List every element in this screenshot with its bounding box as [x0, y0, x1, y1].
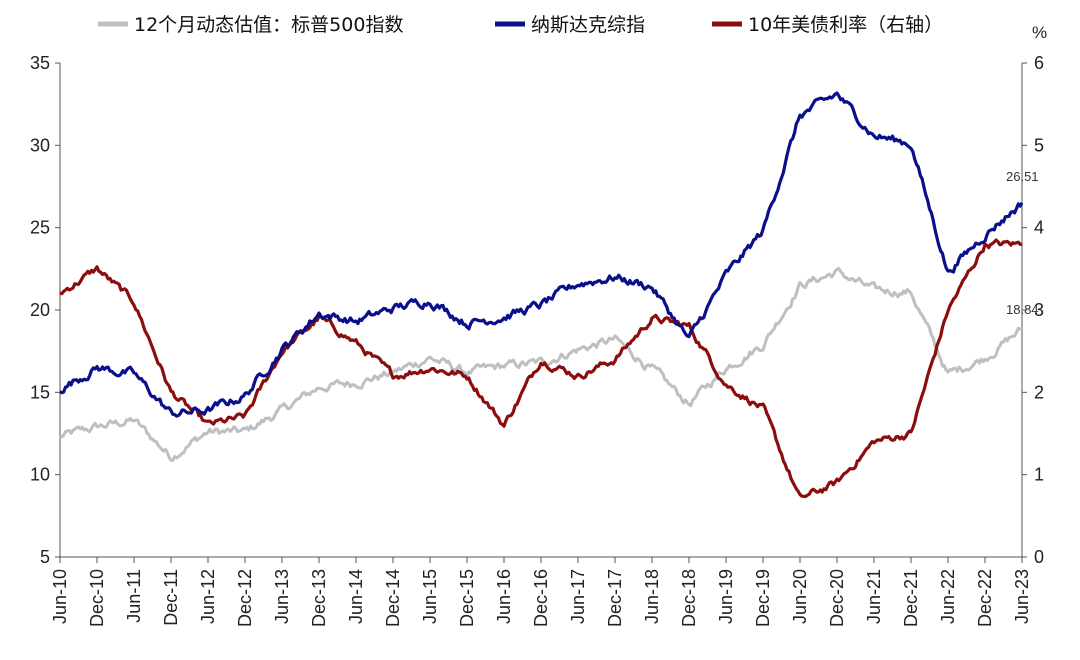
nasdaq-line: [59, 91, 1024, 418]
x-tick-label: Jun-14: [346, 569, 366, 624]
right-tick-label: 1: [1034, 465, 1044, 485]
left-tick-label: 5: [40, 547, 50, 567]
legend-item-treasury-yield-label: 10年美债利率（右轴）: [748, 14, 943, 36]
x-tick-label: Jun-21: [864, 569, 884, 624]
legend-item-sp500-pe-label: 12个月动态估值：标普500指数: [134, 14, 403, 36]
x-tick-label: Jun-20: [790, 569, 810, 624]
x-tick-label: Jun-15: [420, 569, 440, 624]
x-tick-label: Dec-12: [235, 569, 255, 627]
right-tick-label: 6: [1034, 53, 1044, 73]
x-tick-label: Dec-20: [827, 569, 847, 627]
x-tick-label: Jun-12: [198, 569, 218, 624]
sp500-pe-line: [59, 267, 1023, 462]
x-tick-label: Jun-13: [272, 569, 292, 624]
x-tick-label: Jun-18: [642, 569, 662, 624]
x-tick-label: Dec-21: [901, 569, 921, 627]
right-axis-unit: %: [1032, 23, 1047, 42]
x-tick-label: Jun-22: [938, 569, 958, 624]
left-tick-label: 25: [30, 218, 50, 238]
x-tick-label: Dec-18: [679, 569, 699, 627]
right-tick-label: 0: [1034, 547, 1044, 567]
x-tick-label: Dec-16: [531, 569, 551, 627]
right-tick-label: 2: [1034, 382, 1044, 402]
x-tick-label: Dec-13: [309, 569, 329, 627]
x-axis: Jun-10 Dec-10 Jun-11 Dec-11 Jun-12 Dec-12 Jun-…: [50, 556, 1032, 627]
x-tick-label: Dec-14: [383, 569, 403, 627]
right-tick-label: 5: [1034, 135, 1044, 155]
left-tick-label: 35: [30, 53, 50, 73]
right-y-axis: 0 1 2 3 4 5 6%: [1021, 23, 1047, 567]
right-tick-label: 4: [1034, 218, 1044, 238]
x-tick-label: Dec-17: [605, 569, 625, 627]
x-tick-label: Jun-17: [568, 569, 588, 624]
x-tick-label: Jun-11: [124, 569, 144, 623]
nasdaq-last-value-label: 26.51: [1006, 169, 1039, 184]
left-tick-label: 10: [30, 465, 50, 485]
x-tick-label: Dec-19: [753, 569, 773, 627]
x-tick-label: Dec-11: [161, 569, 181, 626]
chart-annotations: 26.51 18.84: [1006, 169, 1039, 317]
x-tick-label: Dec-10: [87, 569, 107, 627]
left-tick-label: 30: [30, 135, 50, 155]
legend-item-nasdaq-label: 纳斯达克综指: [531, 14, 645, 36]
x-tick-label: Jun-16: [494, 569, 514, 624]
x-tick-label: Jun-10: [50, 569, 70, 624]
left-tick-label: 20: [30, 300, 50, 320]
left-tick-label: 15: [30, 382, 50, 402]
x-tick-label: Dec-15: [457, 569, 477, 627]
left-y-axis: 5 10 15 20 25 30 35: [30, 53, 61, 567]
treasury-yield-line: [59, 238, 1023, 499]
x-tick-label: Jun-19: [716, 569, 736, 624]
chart-legend: 12个月动态估值：标普500指数 纳斯达克综指 10年美债利率（右轴）: [98, 14, 943, 36]
right-tick-label: 3: [1034, 300, 1044, 320]
x-tick-label: Jun-23: [1012, 569, 1032, 624]
sp500-pe-last-value-label: 18.84: [1006, 302, 1039, 317]
plot-series: [59, 91, 1024, 499]
x-tick-label: Dec-22: [975, 569, 995, 627]
